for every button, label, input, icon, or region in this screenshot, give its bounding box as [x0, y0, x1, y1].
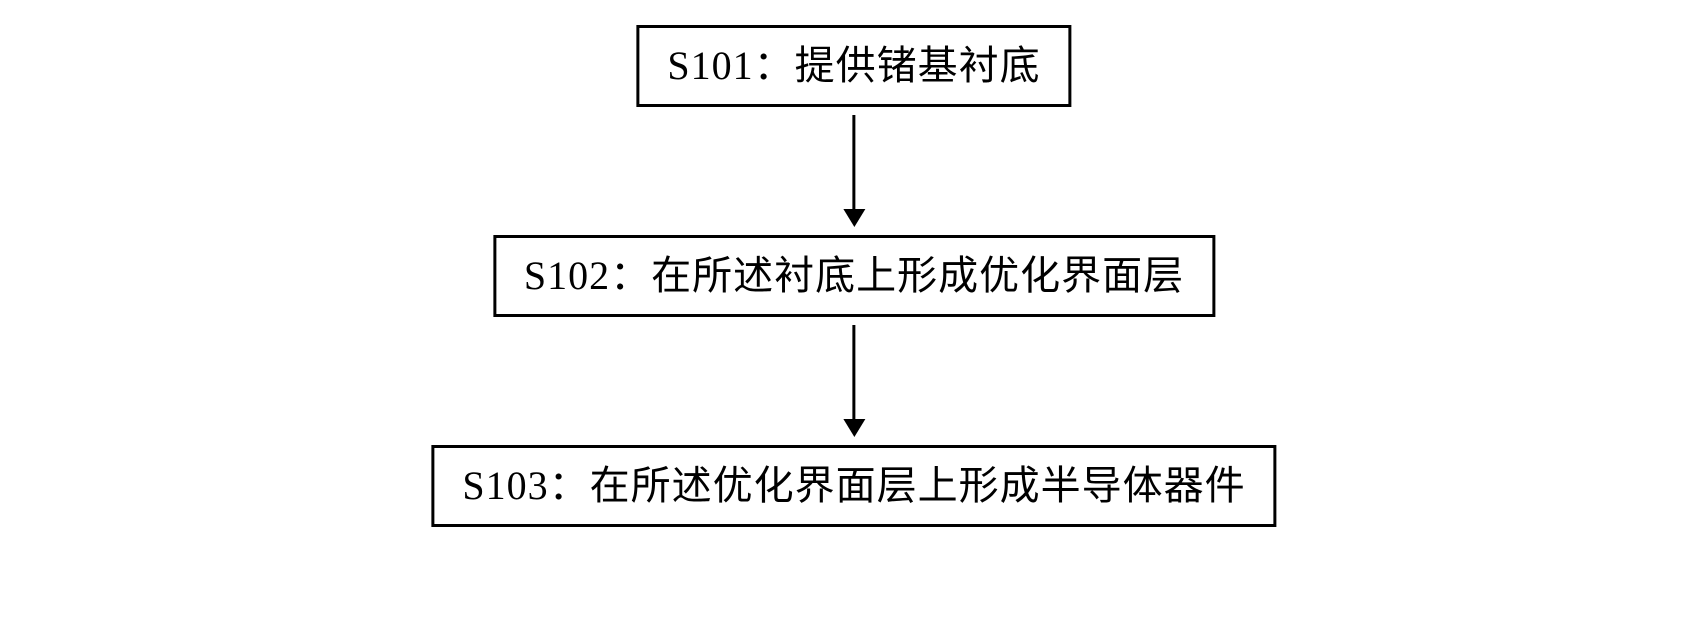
- step-s102-label: S102：在所述衬底上形成优化界面层: [524, 253, 1184, 298]
- flowchart-container: S101：提供锗基衬底 S102：在所述衬底上形成优化界面层 S103：在所述优…: [431, 25, 1276, 527]
- arrow-2-line: [853, 325, 856, 420]
- step-s103: S103：在所述优化界面层上形成半导体器件: [431, 445, 1276, 527]
- step-s103-label: S103：在所述优化界面层上形成半导体器件: [462, 463, 1245, 508]
- arrow-1: [843, 115, 865, 227]
- arrow-2-head: [843, 419, 865, 437]
- step-s102: S102：在所述衬底上形成优化界面层: [493, 235, 1215, 317]
- arrow-1-line: [853, 115, 856, 210]
- step-s101-label: S101：提供锗基衬底: [667, 43, 1040, 88]
- arrow-1-head: [843, 209, 865, 227]
- arrow-2: [843, 325, 865, 437]
- step-s101: S101：提供锗基衬底: [636, 25, 1071, 107]
